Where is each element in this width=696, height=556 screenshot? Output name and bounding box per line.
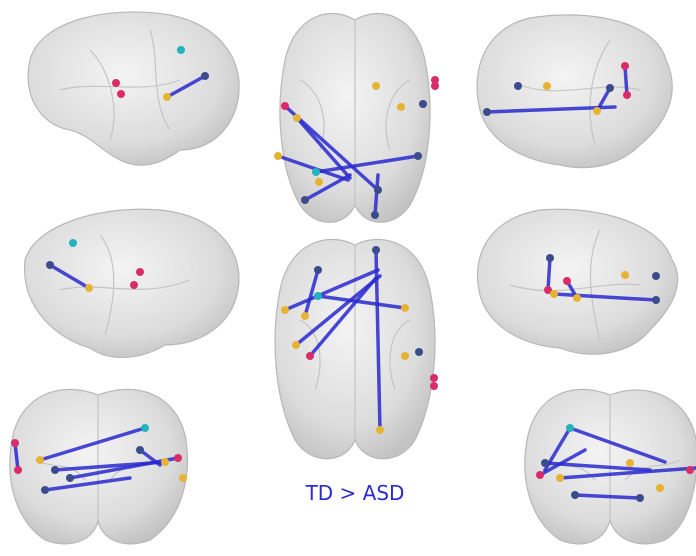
brain-lateral-right-mid — [478, 209, 678, 354]
contrast-label: TD > ASD — [305, 481, 405, 505]
brain-lateral-right-top — [477, 15, 672, 168]
brain-coronal-left — [10, 389, 188, 544]
brain-lateral-left-top — [28, 12, 239, 165]
brain-axial-mid — [275, 239, 438, 458]
brain-coronal-right — [525, 389, 696, 544]
figure: TD > ASD — [0, 0, 696, 556]
brain-lateral-left-mid — [25, 209, 239, 357]
brain-axial-top — [274, 13, 439, 222]
